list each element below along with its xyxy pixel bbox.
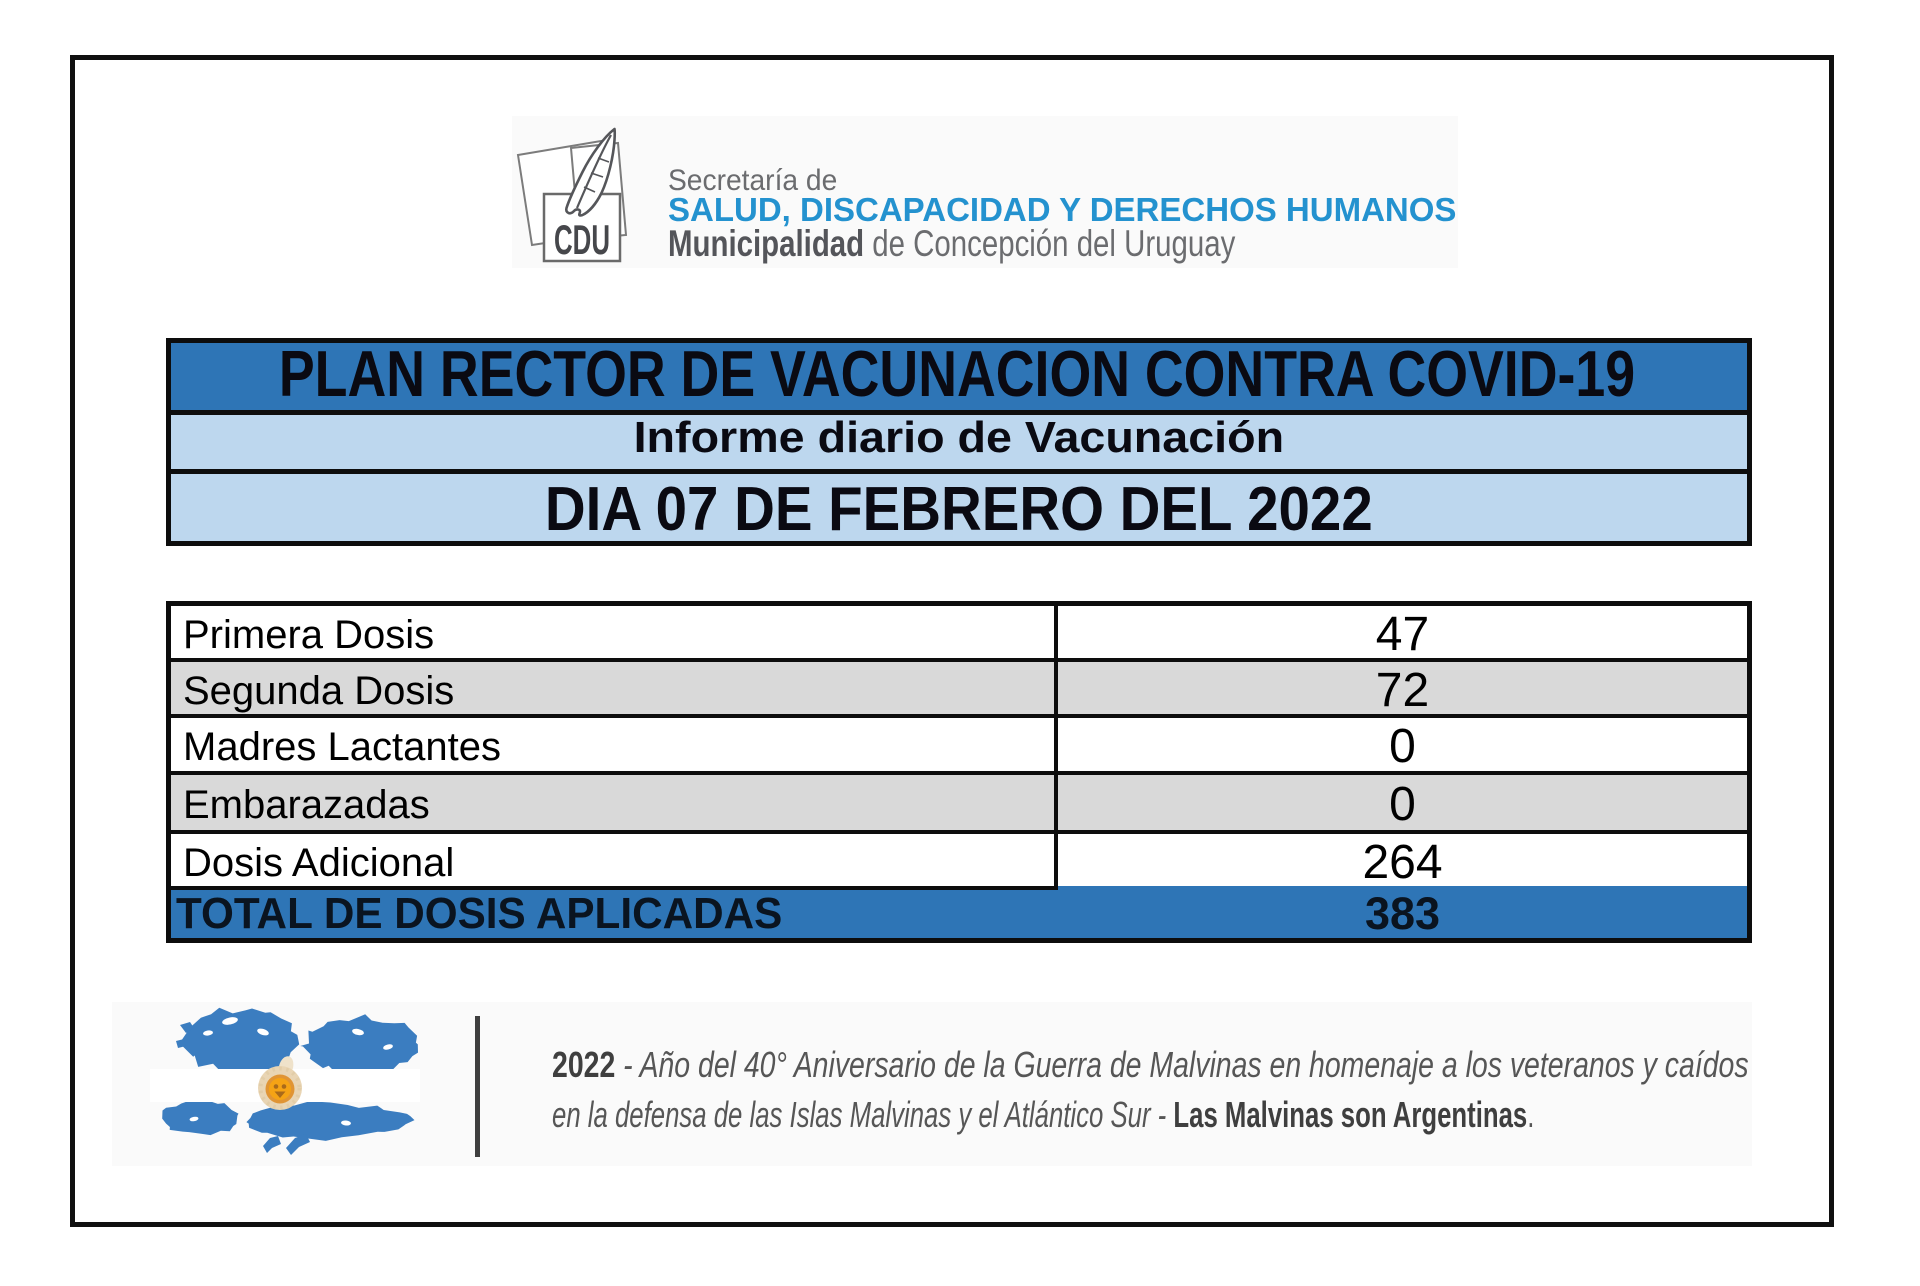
svg-text:CDU: CDU (554, 216, 610, 263)
